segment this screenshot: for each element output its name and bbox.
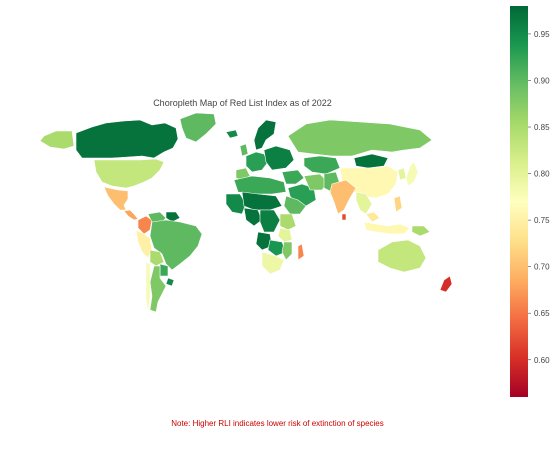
region-malaysia [365,211,381,223]
region-east-africa [279,213,297,231]
region-southern-africa [261,251,285,275]
map-title: Choropleth Map of Red List Index as of 2… [153,98,332,108]
region-uruguay [165,277,175,287]
region-central-america [123,209,139,221]
region-argentina [149,265,167,313]
region-alaska [39,130,75,150]
region-tanzania [277,227,293,243]
colorbar-tick-label: 0.60 [534,356,550,365]
region-japan [405,161,419,187]
region-papua [411,225,431,237]
region-middle-east [281,169,305,185]
region-russia [287,119,433,157]
region-mozambique [281,241,293,261]
region-nigeria-cameroon [243,207,263,227]
region-zambia-zimbabwe [267,239,287,257]
region-colombia [137,215,153,235]
region-new-zealand [439,275,453,293]
region-canada [75,119,179,159]
region-greenland [179,112,217,143]
region-ecuador-peru [135,229,153,259]
region-north-africa [233,175,287,195]
colorbar-tick-label: 0.75 [534,216,550,225]
colorbar-ticks: 0.60 0.65 0.70 0.75 0.80 0.85 0.90 0.95 [528,30,550,365]
region-horn-africa [283,195,307,215]
colorbar-tick-label: 0.85 [534,123,550,132]
region-brazil [149,219,203,271]
region-scandinavia [253,119,277,151]
region-india [329,179,357,215]
region-eastern-europe [263,145,295,171]
region-western-europe [245,151,269,173]
colorbar: 0.60 0.65 0.70 0.75 0.80 0.85 0.90 0.95 [510,6,550,397]
colorbar-tick-label: 0.65 [534,309,550,318]
world-map [39,112,453,313]
footnote: Note: Higher RLI indicates lower risk of… [171,419,384,428]
region-iceland [225,129,239,139]
region-west-africa [225,193,247,215]
region-sri-lanka [341,213,347,221]
region-mongolia [353,153,389,169]
region-uk [239,143,249,157]
region-guianas [165,211,181,223]
region-philippines [393,195,403,213]
colorbar-tick-label: 0.70 [534,263,550,272]
colorbar-tick-label: 0.90 [534,76,550,85]
region-central-africa [259,209,281,233]
region-madagascar [297,243,305,261]
region-mexico [103,186,129,211]
colorbar-tick-label: 0.95 [534,30,550,39]
region-paraguay [159,263,169,277]
region-chile [145,261,151,313]
region-australia [377,239,427,273]
region-indonesia [363,221,411,235]
region-usa [93,158,165,189]
regions-layer [39,112,453,313]
colorbar-tick-label: 0.80 [534,170,550,179]
region-sahel [241,191,283,211]
region-korea [397,167,407,181]
colorbar-gradient [510,6,528,397]
region-angola [255,231,273,251]
region-kazakhstan [303,155,341,175]
